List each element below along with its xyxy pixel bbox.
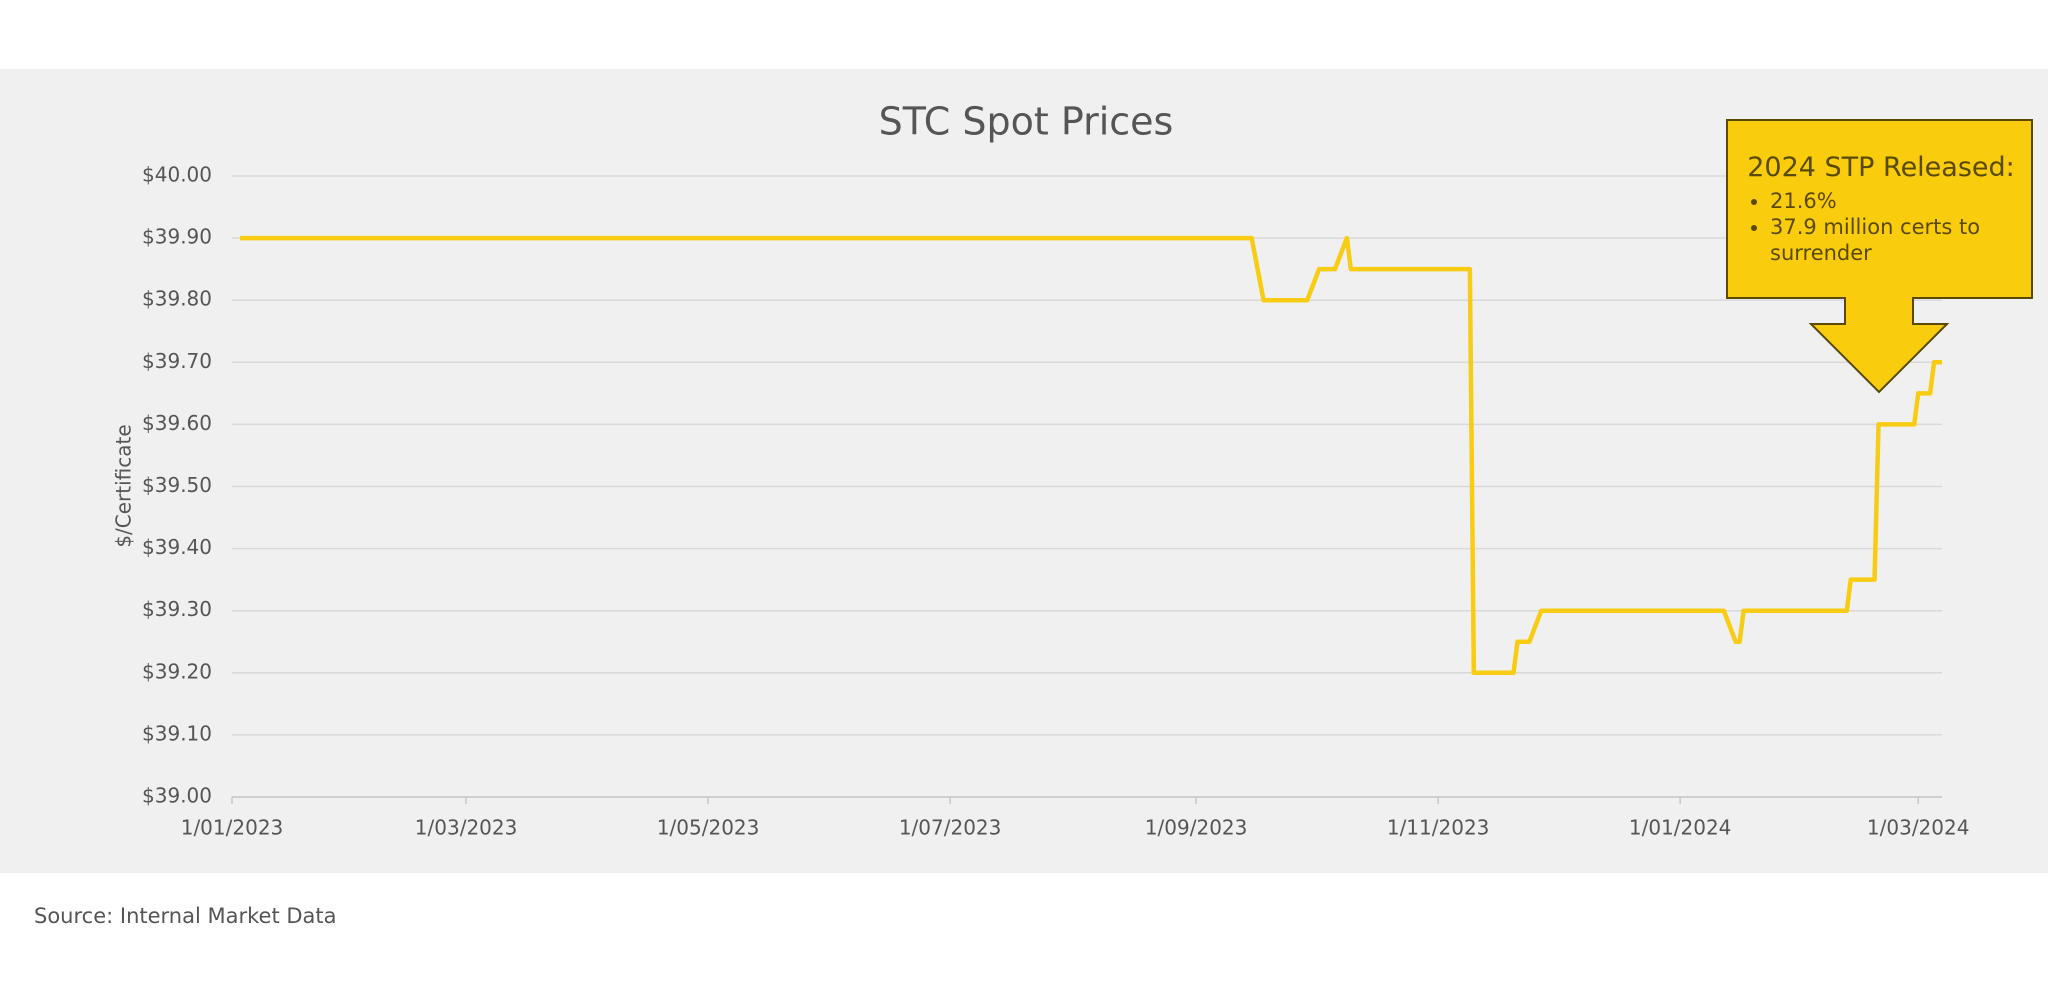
x-tick-label: 1/01/2023 [181,816,284,840]
y-tick-label: $40.00 [142,163,212,187]
price-line [239,235,1942,676]
x-tick-label: 1/01/2024 [1629,816,1732,840]
x-tick-label: 1/09/2023 [1145,816,1248,840]
y-tick-label: $39.10 [142,721,212,745]
chart-title: STC Spot Prices [879,100,1174,144]
x-tick-label: 1/03/2024 [1867,816,1970,840]
y-tick-label: $39.90 [142,225,212,249]
y-tick-label: $39.20 [142,659,212,683]
y-tick-label: $39.80 [142,287,212,311]
annotation-bullet: 21.6% [1770,188,2030,214]
x-tick-label: 1/11/2023 [1387,816,1490,840]
chart-panel [0,69,2048,873]
y-axis-title: $/Certificate [112,424,136,547]
x-tick-label: 1/03/2023 [415,816,518,840]
y-tick-label: $39.40 [142,535,212,559]
annotation-title: 2024 STP Released: [1747,152,2015,183]
annotation-callout [1726,119,2033,394]
x-tick-label: 1/05/2023 [657,816,760,840]
annotation-bullet: 37.9 million certs to surrender [1770,214,2030,266]
plot: $39.00 $39.10 $39.20 $39.30 $39.40 $39.50 $39.… [142,163,1969,840]
y-tick-label: $39.30 [142,597,212,621]
annotation-list: 21.6% 37.9 million certs to surrender [1732,188,2030,266]
y-tick-label: $39.50 [142,473,212,497]
x-tick-label: 1/07/2023 [899,816,1002,840]
y-tick-label: $39.00 [142,784,212,808]
annotation: 2024 STP Released: 21.6% 37.9 million ce… [1732,150,2030,266]
source-note: Source: Internal Market Data [34,904,337,928]
y-tick-label: $39.70 [142,349,212,373]
y-tick-label: $39.60 [142,411,212,435]
